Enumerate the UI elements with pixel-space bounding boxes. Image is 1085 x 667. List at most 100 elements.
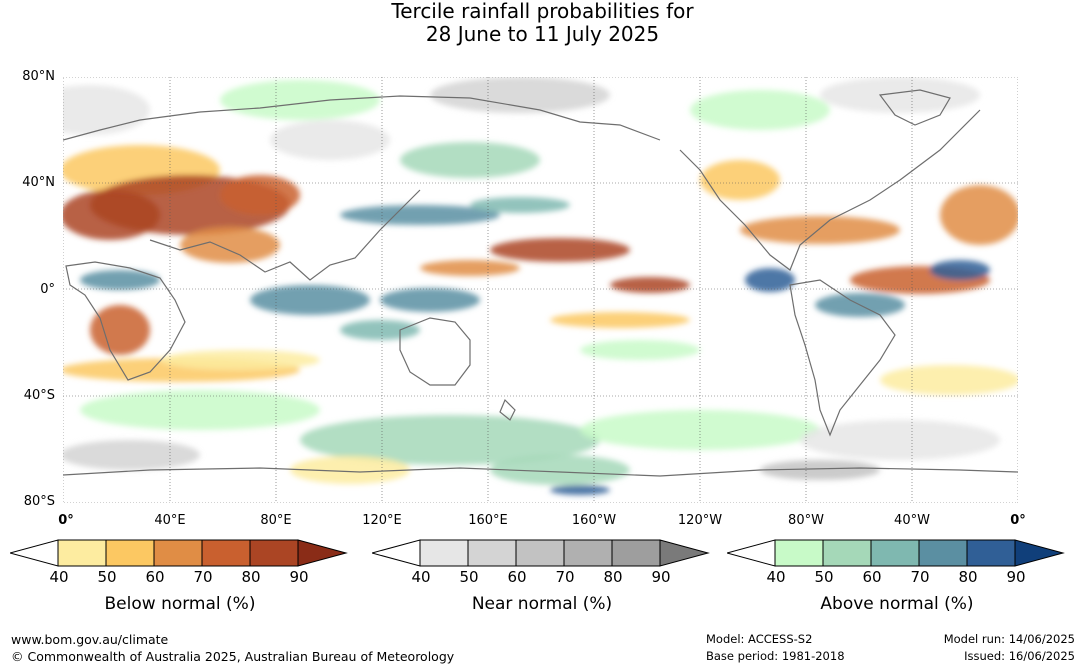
colorbar-segment [966, 539, 1016, 567]
coastline [878, 89, 951, 126]
tick-40: 40 [49, 568, 69, 586]
colorbar-min-arrow [727, 539, 776, 567]
probability-patch [300, 415, 600, 465]
colorbar-segment [249, 539, 299, 567]
legend-title: Near normal (%) [471, 594, 613, 614]
legend-title: Above normal (%) [820, 594, 974, 614]
probability-patch [820, 77, 980, 113]
lon-label-160e: 160°E [468, 513, 508, 528]
lat-label-80n: 80°N [22, 69, 55, 84]
tick-80: 80 [958, 568, 978, 586]
coastline [63, 467, 1018, 477]
coastline [149, 189, 421, 281]
coastline [65, 261, 186, 381]
tick-90: 90 [651, 568, 671, 586]
tick-70: 70 [910, 568, 930, 586]
footer-dates: Model run: 14/06/2025 Issued: 16/06/2025 [944, 631, 1075, 665]
probability-patch [940, 185, 1018, 245]
colorbar-segment [774, 539, 824, 567]
lat-label-40s: 40°S [23, 388, 55, 403]
probability-patch [220, 80, 380, 120]
tick-60: 60 [507, 568, 527, 586]
probability-patch [690, 90, 830, 130]
legend-above-normal: 40 50 60 70 80 90 Above normal (%) [727, 538, 1067, 618]
gridlines [63, 77, 1018, 503]
coastline [63, 95, 661, 141]
colorbar-segment [57, 539, 107, 567]
copyright-text: © Commonwealth of Australia 2025, Austra… [11, 649, 455, 664]
colorbar-near-normal [372, 539, 710, 567]
probability-patch [470, 197, 570, 213]
probability-patch [80, 270, 160, 290]
colorbar-segment [563, 539, 613, 567]
coastlines [63, 89, 1018, 477]
base-period: Base period: 1981-2018 [706, 649, 845, 663]
colorbar-segment [515, 539, 565, 567]
coastline [789, 279, 896, 437]
colorbar-segment [918, 539, 968, 567]
probability-patch [420, 260, 520, 276]
probability-patch [180, 227, 280, 263]
colorbar-min-arrow [10, 539, 59, 567]
colorbar-max-arrow [1014, 539, 1065, 567]
colorbar-segment [201, 539, 251, 567]
tick-60: 60 [145, 568, 165, 586]
colorbar-segment [419, 539, 469, 567]
probability-patch [220, 175, 300, 215]
probability-patch [430, 77, 610, 113]
footer-left: www.bom.gov.au/climate © Commonwealth of… [11, 631, 454, 665]
tick-70: 70 [555, 568, 575, 586]
colorbar-max-arrow [297, 539, 348, 567]
probability-patch [290, 456, 410, 484]
tick-40: 40 [411, 568, 431, 586]
probability-patch [270, 120, 390, 160]
colorbar-min-arrow [372, 539, 421, 567]
tick-90: 90 [1006, 568, 1026, 586]
probability-patch [550, 312, 690, 328]
website-link[interactable]: www.bom.gov.au/climate [11, 632, 169, 647]
probability-patch [880, 365, 1018, 395]
lon-label-160w: 160°W [571, 513, 617, 528]
probability-patch [490, 455, 630, 485]
coastline [679, 109, 981, 271]
tick-60: 60 [862, 568, 882, 586]
lat-label-40n: 40°N [22, 175, 55, 190]
tick-70: 70 [193, 568, 213, 586]
lat-label-80s: 80°S [23, 494, 55, 509]
probability-patch [610, 277, 690, 293]
lon-label-80w: 80°W [788, 513, 824, 528]
probability-shading [63, 77, 1018, 495]
legend-near-normal: 40 50 60 70 80 90 Near normal (%) [372, 538, 712, 618]
model-name: Model: ACCESS-S2 [706, 632, 813, 646]
probability-patch [340, 320, 420, 340]
probability-patch [930, 260, 990, 280]
lon-label-120w: 120°W [677, 513, 723, 528]
probability-patch [745, 268, 795, 292]
legend-below-normal: 40 50 60 70 80 90 Below normal (%) [10, 538, 350, 618]
tick-90: 90 [289, 568, 309, 586]
title-line-2: 28 June to 11 July 2025 [425, 22, 660, 46]
coastline [399, 317, 471, 386]
colorbar-segment [105, 539, 155, 567]
model-run-date: Model run: 14/06/2025 [943, 632, 1075, 646]
probability-patch [800, 420, 1000, 460]
colorbar-above-normal [727, 539, 1065, 567]
probability-patch [760, 460, 880, 480]
probability-patch [250, 285, 370, 315]
probability-patch [380, 288, 480, 312]
probability-patch [490, 238, 630, 262]
colorbar-segment [870, 539, 920, 567]
legend-title: Below normal (%) [104, 594, 256, 614]
tick-50: 50 [814, 568, 834, 586]
lon-label-0: 0° [58, 513, 74, 528]
probability-patch [700, 160, 780, 200]
colorbar-segment [611, 539, 661, 567]
lon-label-0-east: 0° [1010, 513, 1026, 528]
probability-patch [160, 350, 320, 370]
lon-label-40w: 40°W [894, 513, 930, 528]
probability-patch [90, 305, 150, 355]
colorbar-below-normal [10, 539, 348, 567]
footer-model-info: Model: ACCESS-S2 Base period: 1981-2018 [706, 631, 845, 665]
probability-patch [580, 410, 820, 450]
probability-patch [740, 216, 900, 244]
